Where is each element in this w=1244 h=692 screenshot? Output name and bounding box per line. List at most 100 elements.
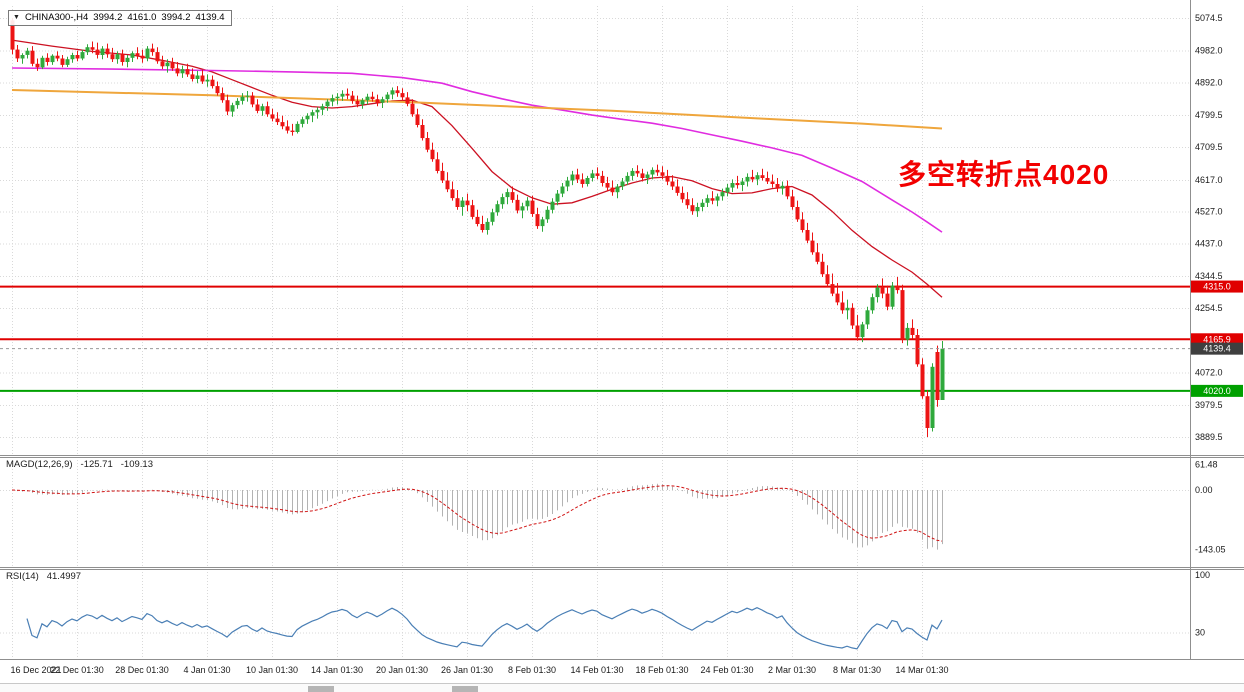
macd-signal-line — [11, 485, 943, 542]
time-axis-label: 26 Jan 01:30 — [441, 665, 493, 675]
candle-body — [695, 207, 700, 212]
candle-body — [465, 200, 470, 206]
candle-body — [20, 55, 25, 59]
candle-body — [520, 206, 525, 211]
candle-body — [160, 61, 165, 67]
candle-body — [580, 179, 585, 184]
price-axis-label: 3889.5 — [1195, 432, 1223, 442]
candle-body — [135, 53, 140, 56]
candle-body — [940, 348, 945, 400]
candle-body — [870, 297, 875, 311]
candle-body — [180, 69, 185, 74]
candle-body — [345, 93, 350, 96]
price-badge — [1191, 333, 1243, 346]
candle-body — [435, 159, 440, 171]
candle-body — [860, 324, 865, 338]
price-badge — [1191, 384, 1243, 397]
candle-body — [820, 261, 825, 275]
candle-body — [235, 100, 240, 106]
candle-body — [335, 96, 340, 99]
candle-body — [380, 99, 385, 103]
price-axis-label: 4527.0 — [1195, 207, 1223, 217]
candle-body — [690, 205, 695, 212]
candle-body — [745, 176, 750, 182]
candle-body — [810, 240, 815, 253]
horizontal-scrollbar[interactable] — [0, 683, 1244, 692]
candle-body — [595, 173, 600, 176]
candle-body — [785, 185, 790, 197]
candle-body — [260, 106, 265, 111]
scrollbar-thumb-left[interactable] — [308, 686, 334, 692]
price-axis-label: 4254.5 — [1195, 303, 1223, 313]
candle-body — [755, 175, 760, 180]
symbol-dropdown-icon[interactable]: ▼ — [13, 14, 20, 21]
candle-body — [70, 55, 75, 60]
candle-body — [205, 79, 210, 82]
candle-body — [460, 200, 465, 207]
macd-main-value: -125.71 — [80, 459, 113, 470]
candle-body — [650, 169, 655, 175]
candle-body — [420, 125, 425, 139]
price-badge — [1191, 280, 1243, 293]
candle-body — [485, 221, 490, 230]
chart-annotation-text: 多空转折点4020 — [898, 159, 1110, 190]
price-axis-label: 4072.0 — [1195, 367, 1223, 377]
candle-body — [600, 175, 605, 183]
candle-body — [645, 174, 650, 178]
candle-body — [780, 185, 785, 189]
scrollbar-thumb-right[interactable] — [452, 686, 478, 692]
candle-body — [340, 93, 345, 97]
candle-body — [775, 184, 780, 189]
candle-body — [850, 307, 855, 326]
symbol-quote-box[interactable]: ▼ CHINA300-,H4 3994.2 4161.0 3994.2 4139… — [8, 10, 232, 26]
quote-close: 4139.4 — [195, 12, 225, 23]
candle-body — [250, 95, 255, 105]
candle-body — [675, 186, 680, 193]
candle-body — [310, 112, 315, 116]
time-axis-label: 8 Mar 01:30 — [833, 665, 881, 675]
candle-body — [360, 100, 365, 105]
time-axis-label: 14 Mar 01:30 — [895, 665, 948, 675]
symbol-period-label: CHINA300-,H4 — [24, 12, 89, 23]
price-badge-label: 4315.0 — [1203, 282, 1231, 292]
candles-layer — [10, 18, 945, 437]
ma-mid-magenta — [11, 67, 943, 233]
candle-body — [255, 104, 260, 111]
price-axis-label: 4617.0 — [1195, 175, 1223, 185]
candle-body — [230, 105, 235, 112]
macd-axis-label: 61.48 — [1195, 459, 1218, 469]
rsi-name: RSI(14) — [6, 571, 39, 582]
candle-body — [80, 52, 85, 59]
quote-open: 3994.2 — [93, 12, 123, 23]
candle-body — [320, 106, 325, 110]
candle-body — [270, 114, 275, 119]
price-axis-label: 4982.0 — [1195, 46, 1223, 56]
candle-body — [760, 175, 765, 178]
candle-body — [185, 69, 190, 75]
candle-body — [705, 198, 710, 203]
horizontal-lines-layer — [0, 285, 1190, 392]
candle-body — [60, 58, 65, 65]
candle-body — [385, 94, 390, 100]
candle-body — [710, 198, 715, 201]
candle-body — [330, 98, 335, 102]
candle-body — [375, 99, 380, 103]
candle-body — [900, 290, 905, 340]
candle-body — [790, 196, 795, 207]
price-axis-label: 3979.5 — [1195, 400, 1223, 410]
candle-body — [685, 199, 690, 206]
candle-body — [680, 192, 685, 200]
candle-body — [295, 123, 300, 132]
quote-low: 3994.2 — [161, 12, 191, 23]
candle-body — [845, 307, 850, 311]
candle-body — [85, 47, 90, 53]
candle-body — [530, 200, 535, 214]
candle-body — [665, 175, 670, 182]
candle-body — [355, 100, 360, 105]
macd-name: MAGD(12,26,9) — [6, 459, 73, 470]
candle-body — [885, 293, 890, 307]
candle-body — [915, 335, 920, 365]
